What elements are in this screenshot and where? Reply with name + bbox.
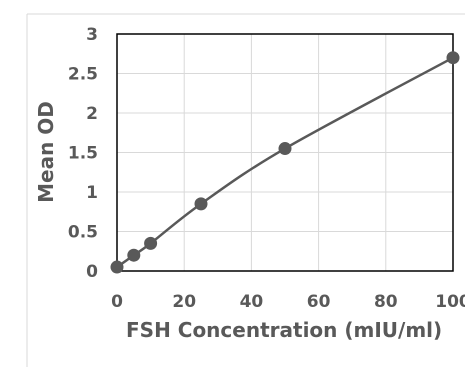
x-axis-title: FSH Concentration (mIU/ml) xyxy=(126,318,442,342)
y-tick-label: 2 xyxy=(86,104,98,124)
x-tick-label: 0 xyxy=(111,292,123,312)
x-tick-labels: 0 20 40 60 80 100 xyxy=(111,292,465,312)
data-point xyxy=(278,142,292,156)
y-tick-label: 0.5 xyxy=(68,223,98,243)
data-points xyxy=(110,51,460,274)
data-point xyxy=(110,260,124,274)
x-tick-label: 40 xyxy=(240,292,264,312)
gridlines xyxy=(116,33,454,272)
y-tick-labels: 0 0.5 1 1.5 2 2.5 3 xyxy=(68,25,98,282)
x-tick-label: 100 xyxy=(435,292,465,312)
plot-area-border xyxy=(116,33,454,272)
y-tick-label: 0 xyxy=(86,262,98,282)
trendline-layer xyxy=(116,56,454,269)
y-tick-label: 3 xyxy=(86,25,98,45)
data-point xyxy=(127,248,141,262)
data-point xyxy=(194,197,208,211)
y-tick-label: 2.5 xyxy=(68,65,98,85)
y-tick-label: 1 xyxy=(86,183,98,203)
y-tick-label: 1.5 xyxy=(68,144,98,164)
x-tick-label: 60 xyxy=(307,292,331,312)
x-tick-label: 80 xyxy=(374,292,398,312)
x-tick-label: 20 xyxy=(172,292,196,312)
data-point xyxy=(144,236,158,250)
trendline xyxy=(116,56,454,269)
y-axis-title: Mean OD xyxy=(34,101,58,203)
data-point xyxy=(446,51,460,65)
